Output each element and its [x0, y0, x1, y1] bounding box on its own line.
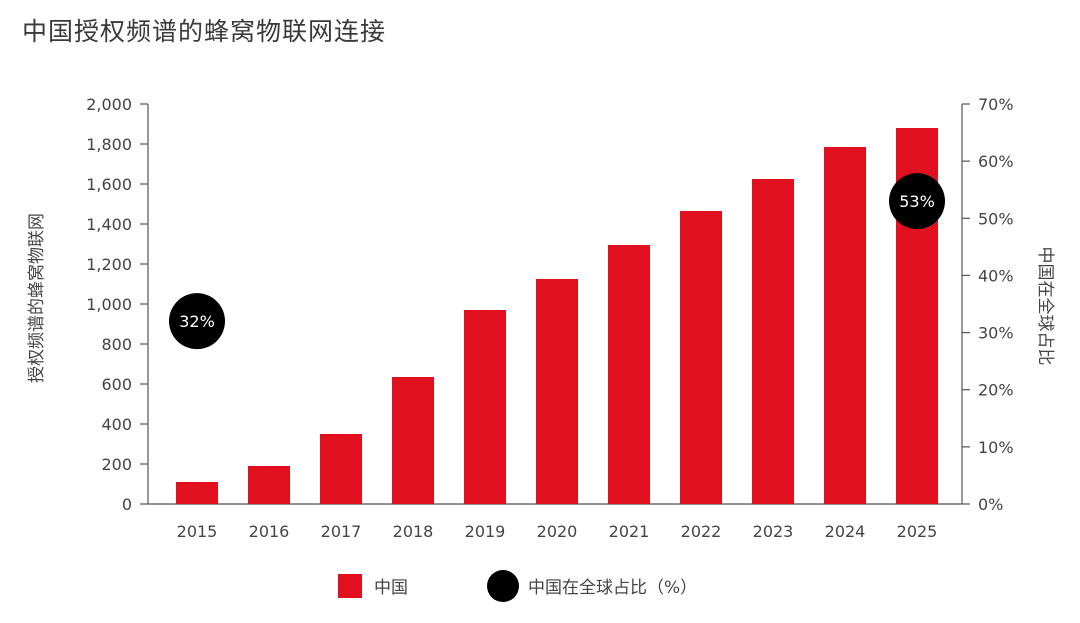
left-tick-label: 1,200: [86, 255, 132, 274]
left-axis: 0 200 400 600 800 1,000 1,200 1,400 1,600 1,800 2,…: [86, 95, 149, 514]
right-tick-label: 70%: [978, 95, 1014, 114]
right-tick-label: 60%: [978, 152, 1014, 171]
x-tick-label: 2023: [753, 522, 794, 541]
share-bubble-label: 32%: [179, 312, 215, 331]
x-tick-label: 2020: [537, 522, 578, 541]
bar-2020: [536, 279, 578, 504]
right-tick-label: 50%: [978, 209, 1014, 228]
x-tick-label: 2022: [681, 522, 722, 541]
bar-2023: [752, 179, 794, 504]
legend: 中国 中国在全球占比（%）: [338, 570, 697, 602]
bar-2017: [320, 434, 362, 504]
right-tick-label: 20%: [978, 381, 1014, 400]
bar-2022: [680, 211, 722, 504]
bar-2024: [824, 147, 866, 504]
left-tick-label: 400: [101, 415, 132, 434]
share-bubble-2025: [889, 173, 945, 230]
chart-title: 中国授权频谱的蜂窝物联网连接: [22, 17, 387, 46]
bar-2021: [608, 245, 650, 504]
share-bubble-label: 53%: [899, 192, 935, 211]
legend-label-china: 中国: [374, 578, 408, 598]
share-bubbles: 32% 53%: [169, 173, 945, 350]
bar-2016: [248, 466, 290, 504]
legend-label-share: 中国在全球占比（%）: [528, 578, 697, 598]
bar-2015: [176, 482, 218, 504]
bars: [176, 128, 938, 504]
left-tick-label: 2,000: [86, 95, 132, 114]
x-tick-label: 2024: [825, 522, 866, 541]
x-tick-label: 2025: [897, 522, 938, 541]
x-tick-label: 2021: [609, 522, 650, 541]
y2-axis-title: 中国在全球占比: [1035, 247, 1055, 366]
x-tick-label: 2015: [177, 522, 218, 541]
right-tick-label: 30%: [978, 324, 1014, 343]
left-tick-label: 0: [122, 495, 132, 514]
left-tick-label: 600: [101, 375, 132, 394]
legend-circle-swatch: [487, 570, 519, 602]
bar-2019: [464, 310, 506, 504]
right-axis: 0% 10% 20% 30% 40% 50% 60% 70%: [961, 95, 1014, 514]
left-tick-label: 1,400: [86, 215, 132, 234]
share-bubble-2015: [169, 293, 225, 350]
left-tick-label: 1,000: [86, 295, 132, 314]
x-axis: 2015 2016 2017 2018 2019 2020 2021 2022 2023 2024…: [148, 503, 962, 541]
left-tick-label: 1,600: [86, 175, 132, 194]
right-tick-label: 0%: [978, 495, 1003, 514]
bar-2018: [392, 377, 434, 504]
legend-bar-swatch: [338, 574, 362, 598]
left-tick-label: 800: [101, 335, 132, 354]
y-axis-title: 授权频谱的蜂窝物联网: [27, 213, 47, 383]
right-tick-label: 40%: [978, 266, 1014, 285]
left-tick-label: 200: [101, 455, 132, 474]
left-tick-label: 1,800: [86, 135, 132, 154]
x-tick-label: 2018: [393, 522, 434, 541]
x-tick-label: 2017: [321, 522, 362, 541]
right-tick-label: 10%: [978, 438, 1014, 457]
x-tick-label: 2016: [249, 522, 290, 541]
x-tick-label: 2019: [465, 522, 506, 541]
